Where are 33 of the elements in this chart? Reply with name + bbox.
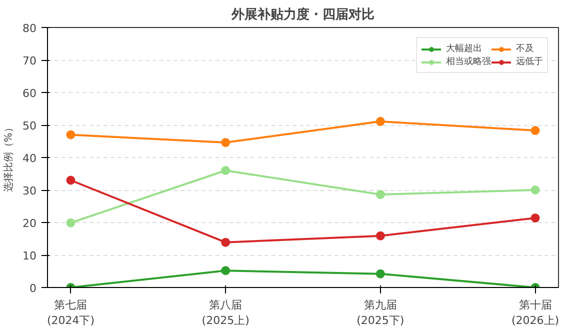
x-tick-label: 第七届 (2024下) xyxy=(46,298,95,328)
point xyxy=(221,238,230,247)
y-tick-label: 80 xyxy=(22,22,37,35)
x-tick-label: 第八届 (2025上) xyxy=(202,298,250,328)
point xyxy=(66,130,76,140)
y-axis-title: 选择比例（%） xyxy=(2,122,15,192)
point xyxy=(221,266,230,276)
legend-label: 相当或略强 xyxy=(446,56,491,68)
point xyxy=(530,186,540,194)
point xyxy=(376,231,385,240)
x-tick-label: 第九届 (2025下) xyxy=(356,298,404,328)
legend-label: 不及 xyxy=(516,43,535,55)
y-tick-label: 40 xyxy=(22,152,37,165)
point xyxy=(221,138,230,148)
point xyxy=(376,269,385,278)
y-tick-label: 50 xyxy=(22,120,37,132)
point xyxy=(530,213,540,222)
y-tick-label: 10 xyxy=(22,250,37,262)
chart-title: 外展补贴力度・四届对比 xyxy=(230,6,374,22)
point xyxy=(376,116,385,126)
y-tick-label: 30 xyxy=(22,184,37,198)
y-tick-label: 60 xyxy=(22,87,37,100)
y-tick-label: 0 xyxy=(30,282,36,295)
point xyxy=(66,218,76,228)
y-tick-label: 70 xyxy=(22,54,37,68)
legend-label: 远低于 xyxy=(516,56,543,68)
point xyxy=(221,166,230,175)
legend-label: 大幅超出 xyxy=(446,42,482,55)
point xyxy=(530,126,540,136)
y-tick-label: 20 xyxy=(22,217,37,230)
x-tick-label: 第十届 (2026上) xyxy=(511,298,560,328)
point xyxy=(66,176,76,185)
point xyxy=(376,190,385,200)
